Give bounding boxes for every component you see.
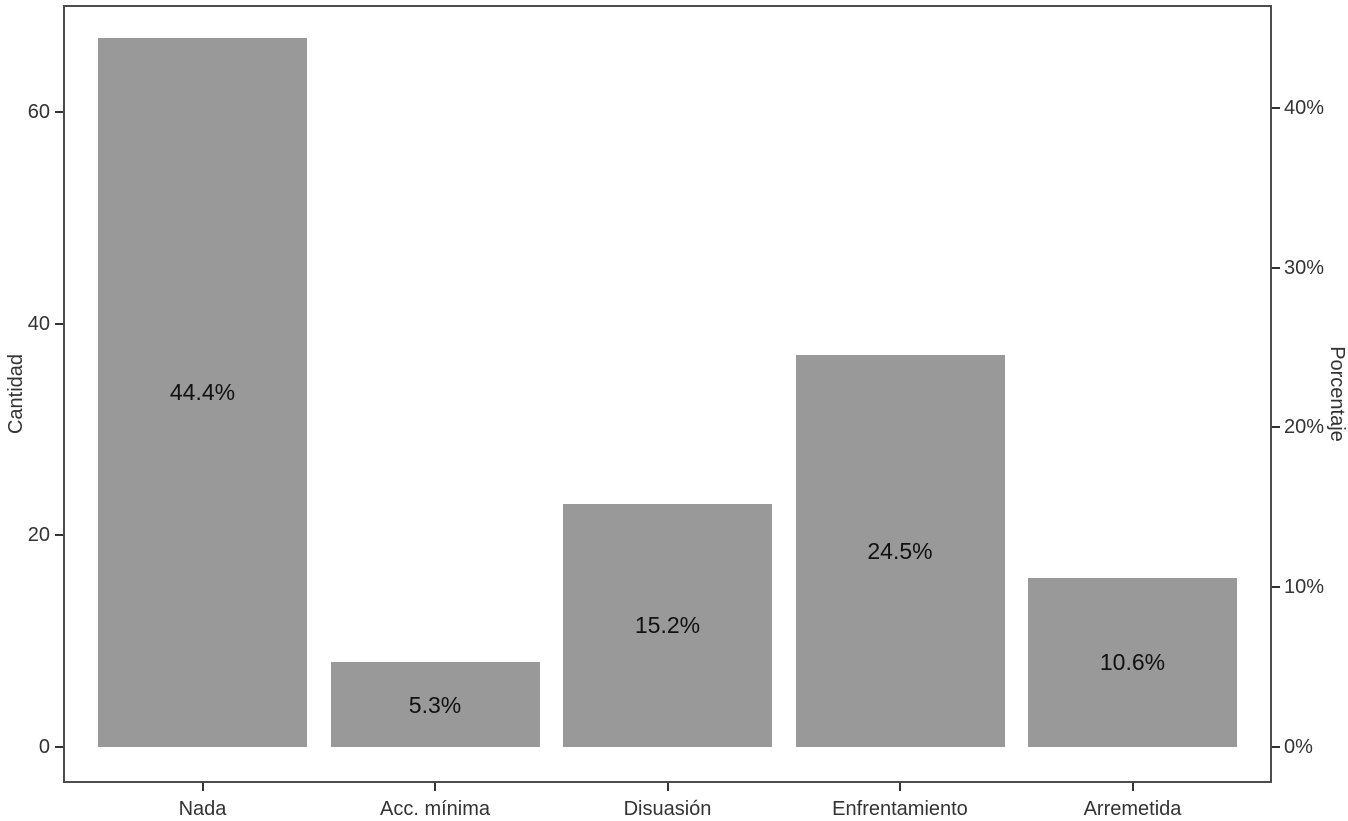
bar-value-label: 5.3% <box>408 691 462 718</box>
x-tick-label-Nada: Nada <box>178 798 227 820</box>
left-tick-mark <box>55 534 63 537</box>
bar-Disuasión <box>563 503 772 747</box>
right-tick-mark <box>1272 266 1280 269</box>
x-tick-label-Arremetida: Arremetida <box>1083 798 1182 820</box>
right-tick-mark <box>1272 746 1280 748</box>
left-tick-label: 20 <box>27 524 50 547</box>
bar-value-label: 44.4% <box>169 379 236 406</box>
x-tick-label-Enfrentamiento: Enfrentamiento <box>832 798 968 820</box>
left-tick-label: 40 <box>27 312 50 335</box>
left-tick-label: 60 <box>27 101 50 124</box>
x-tick-mark <box>1131 783 1134 791</box>
bar-Enfrentamiento <box>795 355 1005 747</box>
x-tick-mark <box>666 783 669 791</box>
right-tick-label: 20% <box>1284 416 1325 439</box>
bar-value-label: 15.2% <box>634 612 701 639</box>
bar-value-label: 10.6% <box>1099 649 1166 676</box>
right-tick-label: 30% <box>1284 256 1325 279</box>
x-tick-label-Disuasión: Disuasión <box>623 798 712 820</box>
right-tick-label: 40% <box>1284 96 1325 119</box>
x-tick-mark <box>434 783 436 791</box>
x-tick-label-Acc. mínima: Acc. mínima <box>379 798 491 820</box>
bar-Nada <box>98 37 307 747</box>
left-tick-mark <box>55 746 63 748</box>
bar-value-label: 24.5% <box>867 538 933 565</box>
bar-Acc. mínima <box>330 662 540 747</box>
left-tick-mark <box>55 322 63 325</box>
x-tick-mark <box>899 783 901 791</box>
left-tick-label: 0 <box>38 736 50 758</box>
left-tick-mark <box>55 111 63 114</box>
right-tick-mark <box>1272 426 1280 429</box>
right-axis-title: Porcentaje <box>1326 346 1348 442</box>
x-tick-mark <box>201 783 204 791</box>
right-tick-mark <box>1272 586 1280 589</box>
right-tick-mark <box>1272 106 1280 109</box>
bar-Arremetida <box>1028 577 1237 747</box>
left-axis-title: Cantidad <box>5 353 27 435</box>
right-tick-label: 10% <box>1284 576 1325 599</box>
right-tick-label: 0% <box>1284 736 1313 758</box>
